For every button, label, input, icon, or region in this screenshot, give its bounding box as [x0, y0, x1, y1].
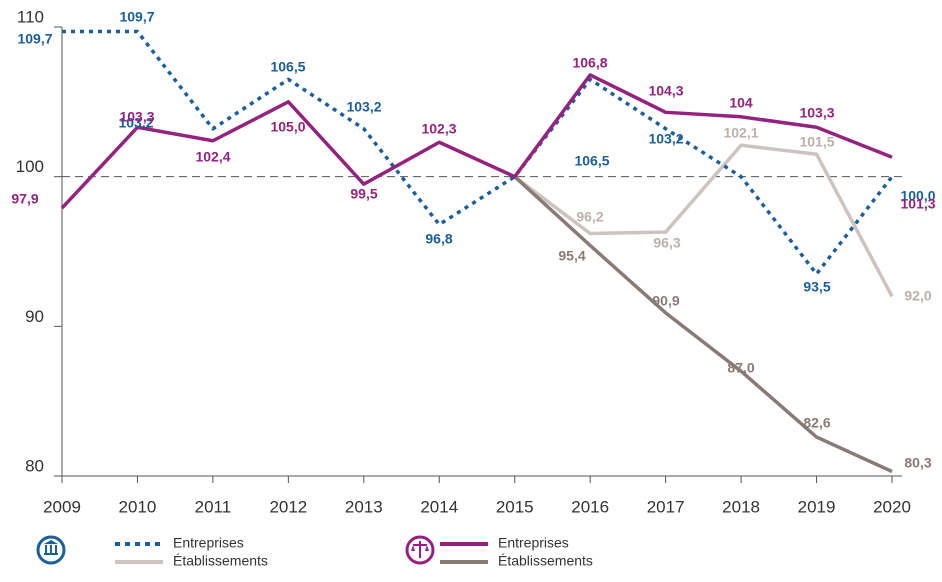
data-label: 104: [729, 95, 753, 111]
data-label: 109,7: [119, 9, 154, 25]
x-tick-label: 2015: [496, 497, 534, 516]
data-label: 103,2: [346, 99, 381, 115]
data-label: 96,2: [576, 209, 603, 225]
x-tick-label: 2014: [420, 497, 458, 516]
data-label: 106,5: [270, 59, 305, 75]
x-tick-label: 2017: [647, 497, 685, 516]
data-label: 103,2: [118, 115, 153, 131]
data-label: 95,4: [558, 248, 585, 264]
legend-icon-justice: [405, 535, 435, 565]
data-label: 80,3: [904, 455, 931, 471]
data-label: 102,4: [195, 149, 230, 165]
data-label: 96,3: [653, 235, 680, 251]
data-label: 82,6: [803, 415, 830, 431]
legend-icon-bank: [36, 535, 66, 565]
data-label: 90,9: [652, 293, 679, 309]
x-tick-label: 2012: [269, 497, 307, 516]
series-line: [62, 29, 894, 276]
data-label: 102,3: [421, 121, 456, 137]
data-label: 101,5: [799, 134, 834, 150]
y-tick-label: 90: [25, 307, 44, 326]
legend-label: Entreprises: [498, 535, 569, 551]
x-tick-label: 2019: [798, 497, 836, 516]
y-tick-label: 80: [25, 456, 44, 475]
x-tick-label: 2020: [873, 497, 911, 516]
series-line: [60, 73, 893, 210]
data-label: 102,1: [723, 125, 758, 141]
data-label: 101,3: [900, 196, 935, 212]
data-label: 103,2: [648, 131, 683, 147]
data-label: 99,5: [350, 186, 377, 202]
data-label: 92,0: [904, 288, 931, 304]
series-line: [513, 143, 894, 298]
x-tick-label: 2011: [195, 497, 232, 516]
x-tick-label: 2009: [43, 497, 81, 516]
data-label: 100,0: [900, 188, 935, 204]
y-tick-label: 110: [17, 7, 44, 26]
legend-label: Établissements: [498, 553, 593, 569]
data-label: 104,3: [648, 83, 683, 99]
x-tick-label: 2016: [571, 497, 609, 516]
data-label: 103,3: [799, 105, 834, 121]
data-label: 106,8: [572, 55, 607, 71]
series-line: [513, 175, 893, 474]
data-label: 105,0: [270, 119, 305, 135]
data-label: 93,5: [803, 279, 830, 295]
legend-label: Établissements: [173, 553, 268, 569]
y-tick-label: 100: [16, 157, 44, 176]
data-label: 96,8: [425, 231, 452, 247]
data-label: 103,3: [119, 109, 154, 125]
data-label: 106,5: [574, 153, 609, 169]
x-tick-label: 2013: [345, 497, 383, 516]
x-tick-label: 2018: [722, 497, 760, 516]
data-label: 97,9: [11, 191, 38, 207]
legend-label: Entreprises: [173, 535, 244, 551]
x-tick-label: 2010: [119, 497, 157, 516]
data-label: 87,0: [727, 360, 754, 376]
data-label: 109,7: [17, 31, 52, 47]
